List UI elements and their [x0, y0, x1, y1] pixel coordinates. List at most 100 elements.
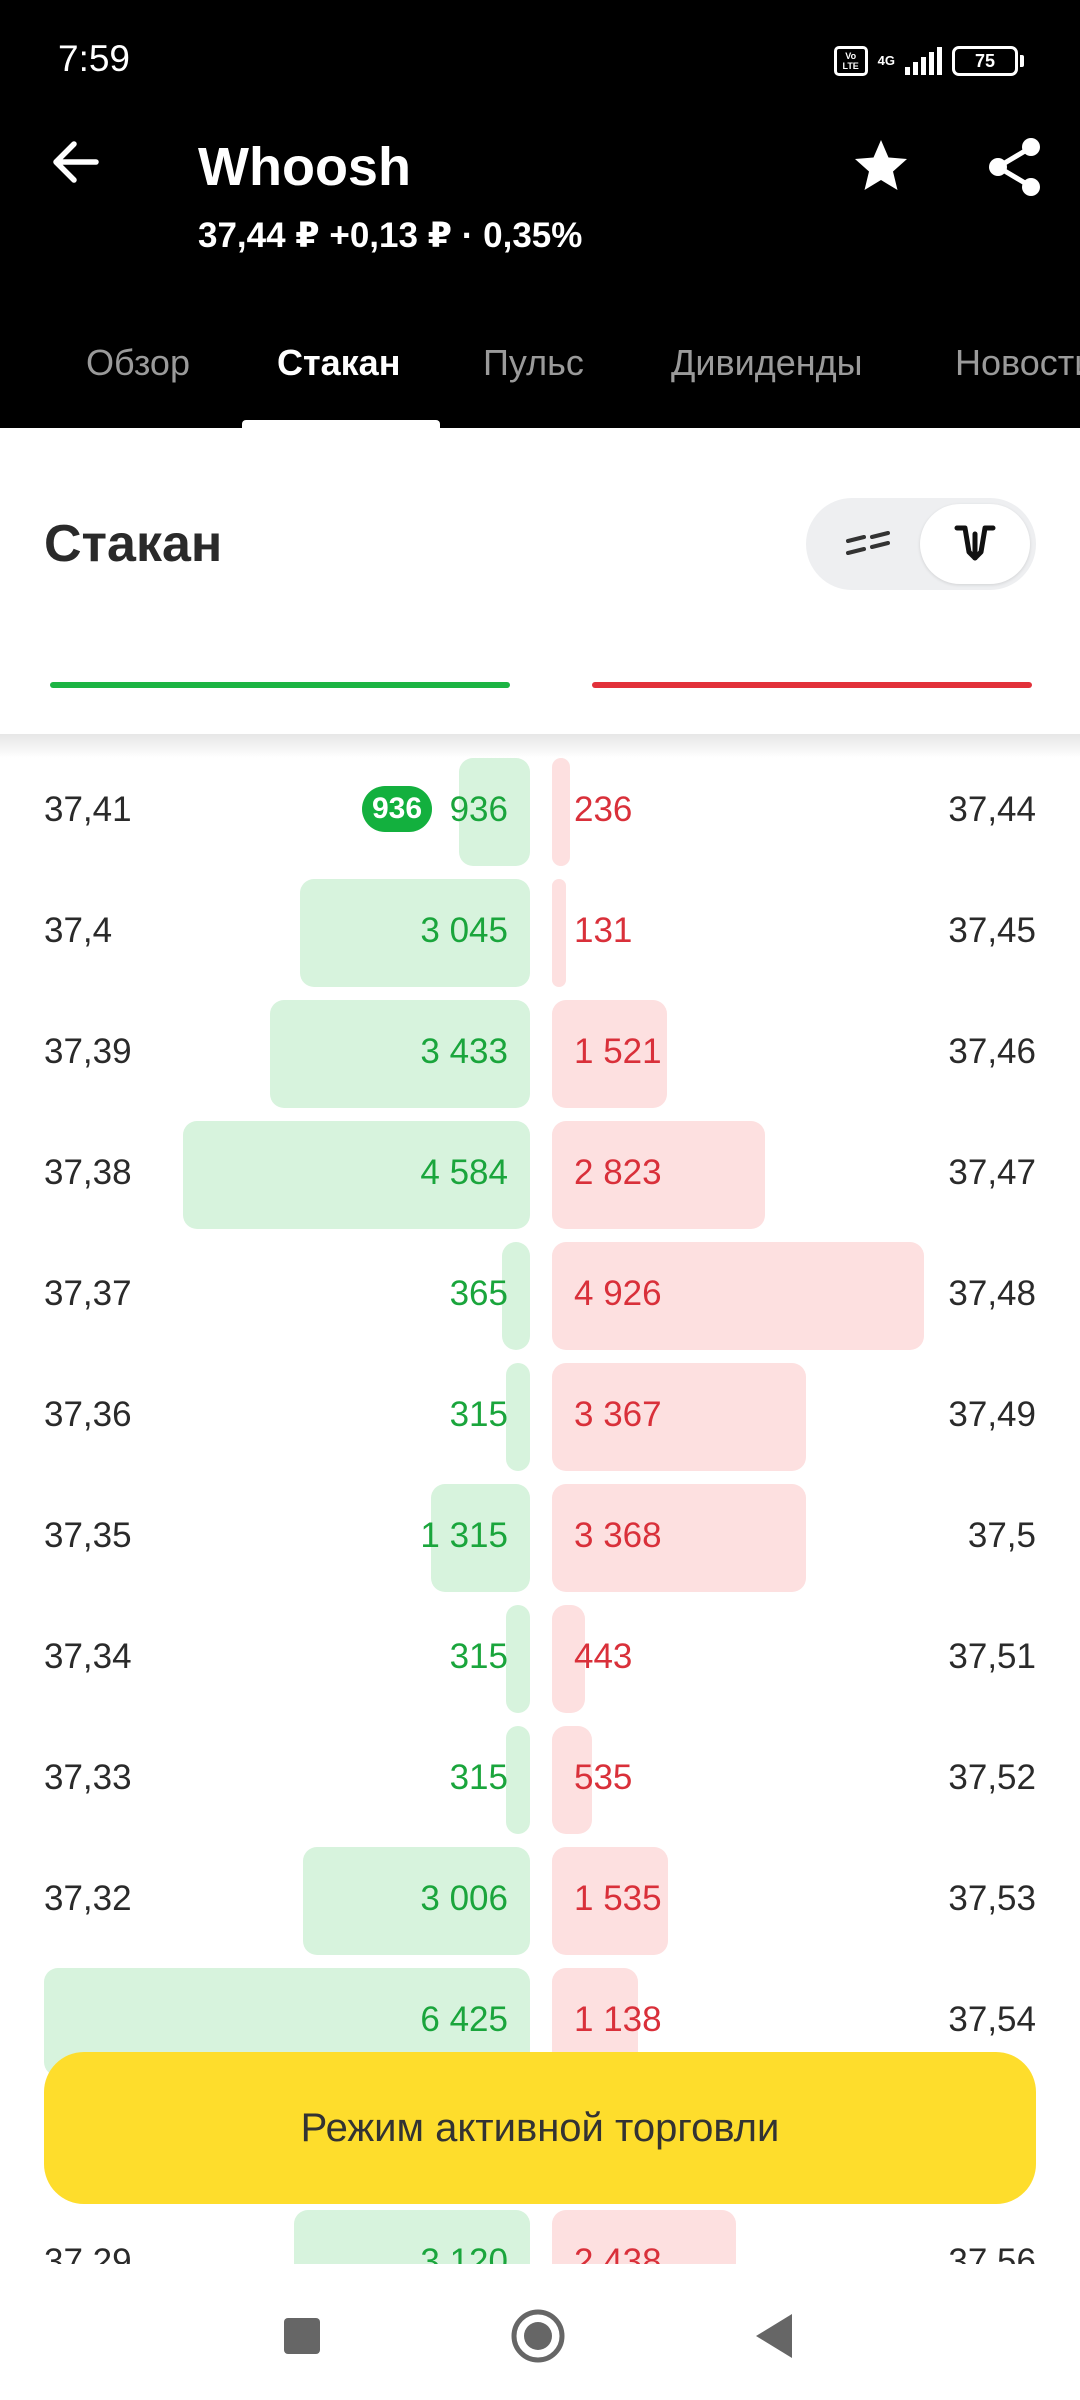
ask-price[interactable]: 37,52 [948, 1758, 1036, 1797]
ask-price[interactable]: 37,48 [948, 1274, 1036, 1313]
list-view-icon[interactable] [814, 504, 924, 584]
order-book-header: Стакан [0, 428, 1080, 734]
battery-icon: 75 [952, 46, 1024, 76]
ask-volume-bar [552, 1605, 586, 1713]
order-book-row[interactable]: 37,37 365 4 926 37,48 [0, 1236, 1080, 1357]
bid-volume: 3 045 [420, 911, 508, 950]
order-book-row[interactable]: 37,33 315 535 37,52 [0, 1720, 1080, 1841]
ask-price[interactable]: 37,56 [948, 2242, 1036, 2264]
ask-price[interactable]: 37,46 [948, 1032, 1036, 1071]
bid-price[interactable]: 37,32 [44, 1879, 132, 1918]
ask-volume: 131 [574, 911, 633, 950]
ask-volume: 1 521 [574, 1032, 662, 1071]
bid-volume-bar [270, 1000, 530, 1108]
bid-price[interactable]: 37,41 [44, 790, 132, 829]
bid-volume-bar [506, 1726, 530, 1834]
bid-volume-bar [506, 1363, 530, 1471]
ask-price[interactable]: 37,53 [948, 1879, 1036, 1918]
bid-volume-bar [430, 1484, 530, 1592]
ask-price[interactable]: 37,47 [948, 1153, 1036, 1192]
ask-volume-bar [552, 1847, 668, 1955]
ask-side-indicator [592, 682, 1032, 688]
order-book-row[interactable]: 37,38 4 584 2 823 37,47 [0, 1115, 1080, 1236]
ask-volume: 2 823 [574, 1153, 662, 1192]
bid-price[interactable]: 37,35 [44, 1516, 132, 1555]
ask-volume-bar [552, 1484, 807, 1592]
ask-volume-bar [552, 1000, 667, 1108]
bid-volume-bar [459, 758, 530, 866]
ask-price[interactable]: 37,44 [948, 790, 1036, 829]
tab-overview[interactable]: Обзор [86, 342, 190, 383]
ask-volume: 443 [574, 1637, 633, 1676]
bid-price[interactable]: 37,37 [44, 1274, 132, 1313]
bid-volume-bar [506, 1605, 530, 1713]
depth-view-icon[interactable] [920, 504, 1030, 584]
home-icon[interactable] [508, 2306, 568, 2366]
ask-price[interactable]: 37,54 [948, 2000, 1036, 2039]
volte-icon: Vo LTE [833, 46, 868, 76]
share-icon[interactable] [984, 136, 1046, 198]
bid-volume: 3 006 [420, 1879, 508, 1918]
bid-price[interactable]: 37,39 [44, 1032, 132, 1071]
ask-volume: 1 535 [574, 1879, 662, 1918]
back-nav-icon[interactable] [746, 2306, 806, 2366]
order-book-row[interactable]: 37,4 3 045 131 37,45 [0, 873, 1080, 994]
status-time: 7:59 [58, 38, 131, 79]
ask-volume-bar [552, 1242, 924, 1350]
view-toggle[interactable] [806, 498, 1036, 590]
order-book-row[interactable]: 37,34 315 443 37,51 [0, 1599, 1080, 1720]
order-book-row[interactable]: 37,39 3 433 1 521 37,46 [0, 994, 1080, 1115]
tab-order-book[interactable]: Стакан [277, 342, 401, 383]
bid-side-indicator [50, 682, 510, 688]
ask-volume: 1 138 [574, 2000, 662, 2039]
bid-price[interactable]: 37,34 [44, 1637, 132, 1676]
tab-dividends[interactable]: Дивиденды [671, 342, 863, 383]
bid-price[interactable]: 37,36 [44, 1395, 132, 1434]
bid-volume: 3 120 [420, 2242, 508, 2264]
active-tab-indicator [242, 420, 440, 428]
bid-price[interactable]: 37,29 [44, 2242, 132, 2264]
recents-icon[interactable] [272, 2306, 332, 2366]
battery-level: 75 [952, 46, 1018, 76]
bid-volume: 315 [449, 1637, 508, 1676]
ask-volume: 535 [574, 1758, 633, 1797]
bid-volume-bar [302, 1847, 530, 1955]
bid-volume: 315 [449, 1395, 508, 1434]
bid-volume: 365 [449, 1274, 508, 1313]
active-trading-button[interactable]: Режим активной торговли [44, 2052, 1036, 2204]
ask-volume: 4 926 [574, 1274, 662, 1313]
order-book-row[interactable]: 37,29 3 120 2 438 37,56 [0, 2204, 1080, 2264]
ask-price[interactable]: 37,51 [948, 1637, 1036, 1676]
order-book: 37,41 936 936 236 37,44 37,4 3 045 131 37,45 37,3… [0, 752, 1080, 2264]
tab-pulse[interactable]: Пульс [483, 342, 584, 383]
header: 7:59 Vo LTE 4G 75 Whoosh 37,44 ₽ +0,13 ₽… [0, 0, 1080, 428]
bid-price[interactable]: 37,38 [44, 1153, 132, 1192]
order-book-row[interactable]: 37,32 3 006 1 535 37,53 [0, 1841, 1080, 1962]
own-order-badge: 936 [362, 786, 433, 832]
ask-price[interactable]: 37,45 [948, 911, 1036, 950]
instrument-title: Whoosh [198, 137, 411, 197]
tab-bar: Обзор Стакан Пульс Дивиденды Новости [0, 320, 1080, 428]
bid-volume: 6 425 [420, 2000, 508, 2039]
ask-volume: 2 438 [574, 2242, 662, 2264]
ask-price[interactable]: 37,49 [948, 1395, 1036, 1434]
ask-volume: 3 367 [574, 1395, 662, 1434]
network-type: 4G [877, 53, 895, 68]
bid-price[interactable]: 37,33 [44, 1758, 132, 1797]
order-book-row[interactable]: 37,41 936 936 236 37,44 [0, 752, 1080, 873]
tab-news[interactable]: Новости [955, 342, 1080, 383]
order-book-row[interactable]: 37,35 1 315 3 368 37,5 [0, 1478, 1080, 1599]
star-icon[interactable] [850, 136, 912, 198]
order-book-row[interactable]: 37,36 315 3 367 37,49 [0, 1357, 1080, 1478]
signal-icon [905, 47, 942, 75]
bid-volume-bar [183, 1121, 530, 1229]
bid-volume: 936 [449, 790, 508, 829]
status-icons: Vo LTE 4G 75 [833, 44, 1024, 78]
bid-volume-bar [299, 879, 530, 987]
ask-volume-bar [552, 1726, 593, 1834]
back-arrow-icon[interactable] [44, 130, 108, 194]
ask-volume-bar [552, 1121, 766, 1229]
bid-volume: 4 584 [420, 1153, 508, 1192]
ask-price[interactable]: 37,5 [967, 1516, 1036, 1555]
bid-price[interactable]: 37,4 [44, 911, 113, 950]
